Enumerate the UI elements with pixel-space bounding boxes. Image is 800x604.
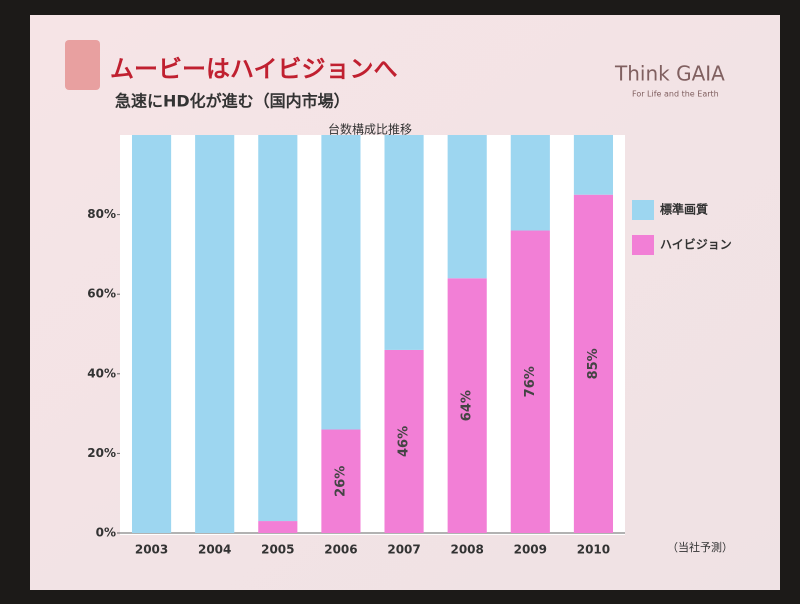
x-tick-label: 2009 xyxy=(514,543,547,557)
value-label: 26% xyxy=(333,466,348,497)
legend-label: 標準画質 xyxy=(660,202,708,217)
x-tick-label: 2004 xyxy=(198,543,231,557)
y-tick-label: 80% xyxy=(87,207,116,221)
slide-title: ムービーはハイビジョンへ xyxy=(110,55,398,83)
bar-segment xyxy=(447,135,487,279)
bar-segment xyxy=(195,135,235,533)
slide-subtitle: 急速にHD化が進む（国内市場） xyxy=(115,92,350,111)
bar-segment xyxy=(258,521,298,533)
legend-swatch xyxy=(632,235,654,255)
note: （当社予測） xyxy=(667,540,733,554)
value-label: 64% xyxy=(460,390,475,421)
bar-segment xyxy=(321,429,361,533)
bar-segment xyxy=(258,135,298,522)
y-tick-label: 40% xyxy=(87,366,116,380)
x-tick-label: 2005 xyxy=(261,543,294,557)
logo: Think GAIA xyxy=(614,62,725,86)
value-label: 76% xyxy=(523,366,538,397)
bar-segment xyxy=(510,135,550,231)
legend-swatch xyxy=(632,200,654,220)
y-tick-label: 20% xyxy=(87,446,116,460)
bar-segment xyxy=(384,135,424,350)
x-tick-label: 2006 xyxy=(324,543,357,557)
chart-title: 台数構成比推移 xyxy=(328,122,412,137)
tagline: For Life and the Earth xyxy=(632,90,719,99)
legend-label: ハイビジョン xyxy=(660,237,732,252)
x-tick-label: 2008 xyxy=(450,543,483,557)
y-tick-label: 0% xyxy=(96,526,116,540)
x-tick-label: 2003 xyxy=(135,543,168,557)
bar-segment xyxy=(131,135,172,533)
title-accent xyxy=(65,40,100,90)
value-label: 85% xyxy=(586,348,601,379)
value-label: 46% xyxy=(397,426,412,457)
bar-segment xyxy=(321,135,361,430)
bar-segment xyxy=(384,349,424,533)
x-tick-label: 2007 xyxy=(387,543,420,557)
y-tick-label: 60% xyxy=(87,287,116,301)
bar-segment xyxy=(573,194,614,533)
bar-segment xyxy=(573,135,614,195)
bar-segment xyxy=(447,278,487,533)
x-tick-label: 2010 xyxy=(577,543,610,557)
bar-segment xyxy=(510,230,550,533)
